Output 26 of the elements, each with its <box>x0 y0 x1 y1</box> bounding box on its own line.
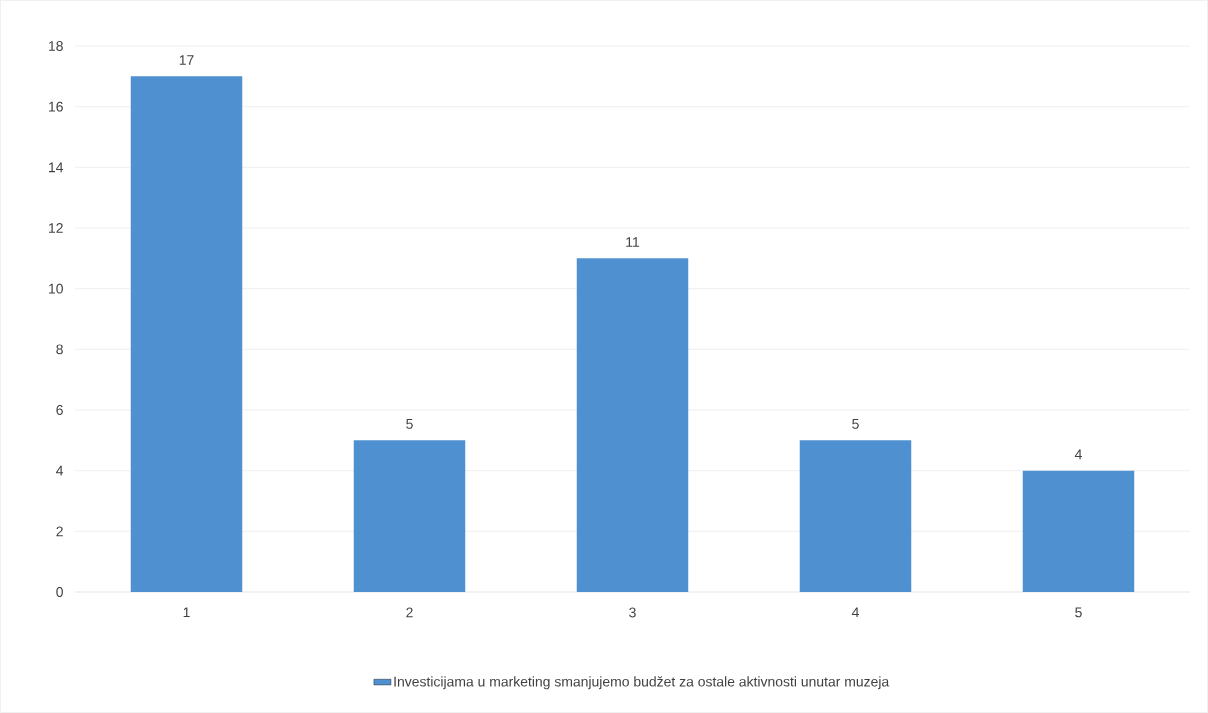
y-tick-label: 14 <box>49 162 64 173</box>
y-tick-label: 18 <box>49 41 63 51</box>
data-label: 4 <box>1074 449 1082 460</box>
x-tick-label: 5 <box>1075 607 1082 618</box>
x-tick-label: 4 <box>851 607 859 618</box>
y-tick-label: 10 <box>49 283 63 294</box>
x-tick-label: 3 <box>629 607 636 618</box>
y-tick-label: 16 <box>49 101 63 112</box>
data-label: 17 <box>179 55 194 65</box>
bar <box>799 440 912 592</box>
y-tick-label: 6 <box>56 405 63 415</box>
bar <box>576 258 689 592</box>
data-label: 5 <box>852 419 859 429</box>
y-tick-label: 4 <box>56 465 64 476</box>
y-tick-label: 2 <box>56 526 63 537</box>
legend-label: Investicijama u marketing smanjujemo budžet za ostale aktivnosti unutar muzeja <box>394 676 890 690</box>
y-tick-label: 0 <box>56 587 63 597</box>
bar <box>130 76 243 592</box>
bar <box>353 440 466 592</box>
bar <box>1022 470 1135 592</box>
y-tick-label: 8 <box>56 344 63 355</box>
x-tick-label: 1 <box>183 607 190 618</box>
x-tick-label: 2 <box>406 607 413 618</box>
data-label: 5 <box>406 419 413 429</box>
y-tick-label: 12 <box>49 223 63 233</box>
data-label: 11 <box>626 237 640 247</box>
